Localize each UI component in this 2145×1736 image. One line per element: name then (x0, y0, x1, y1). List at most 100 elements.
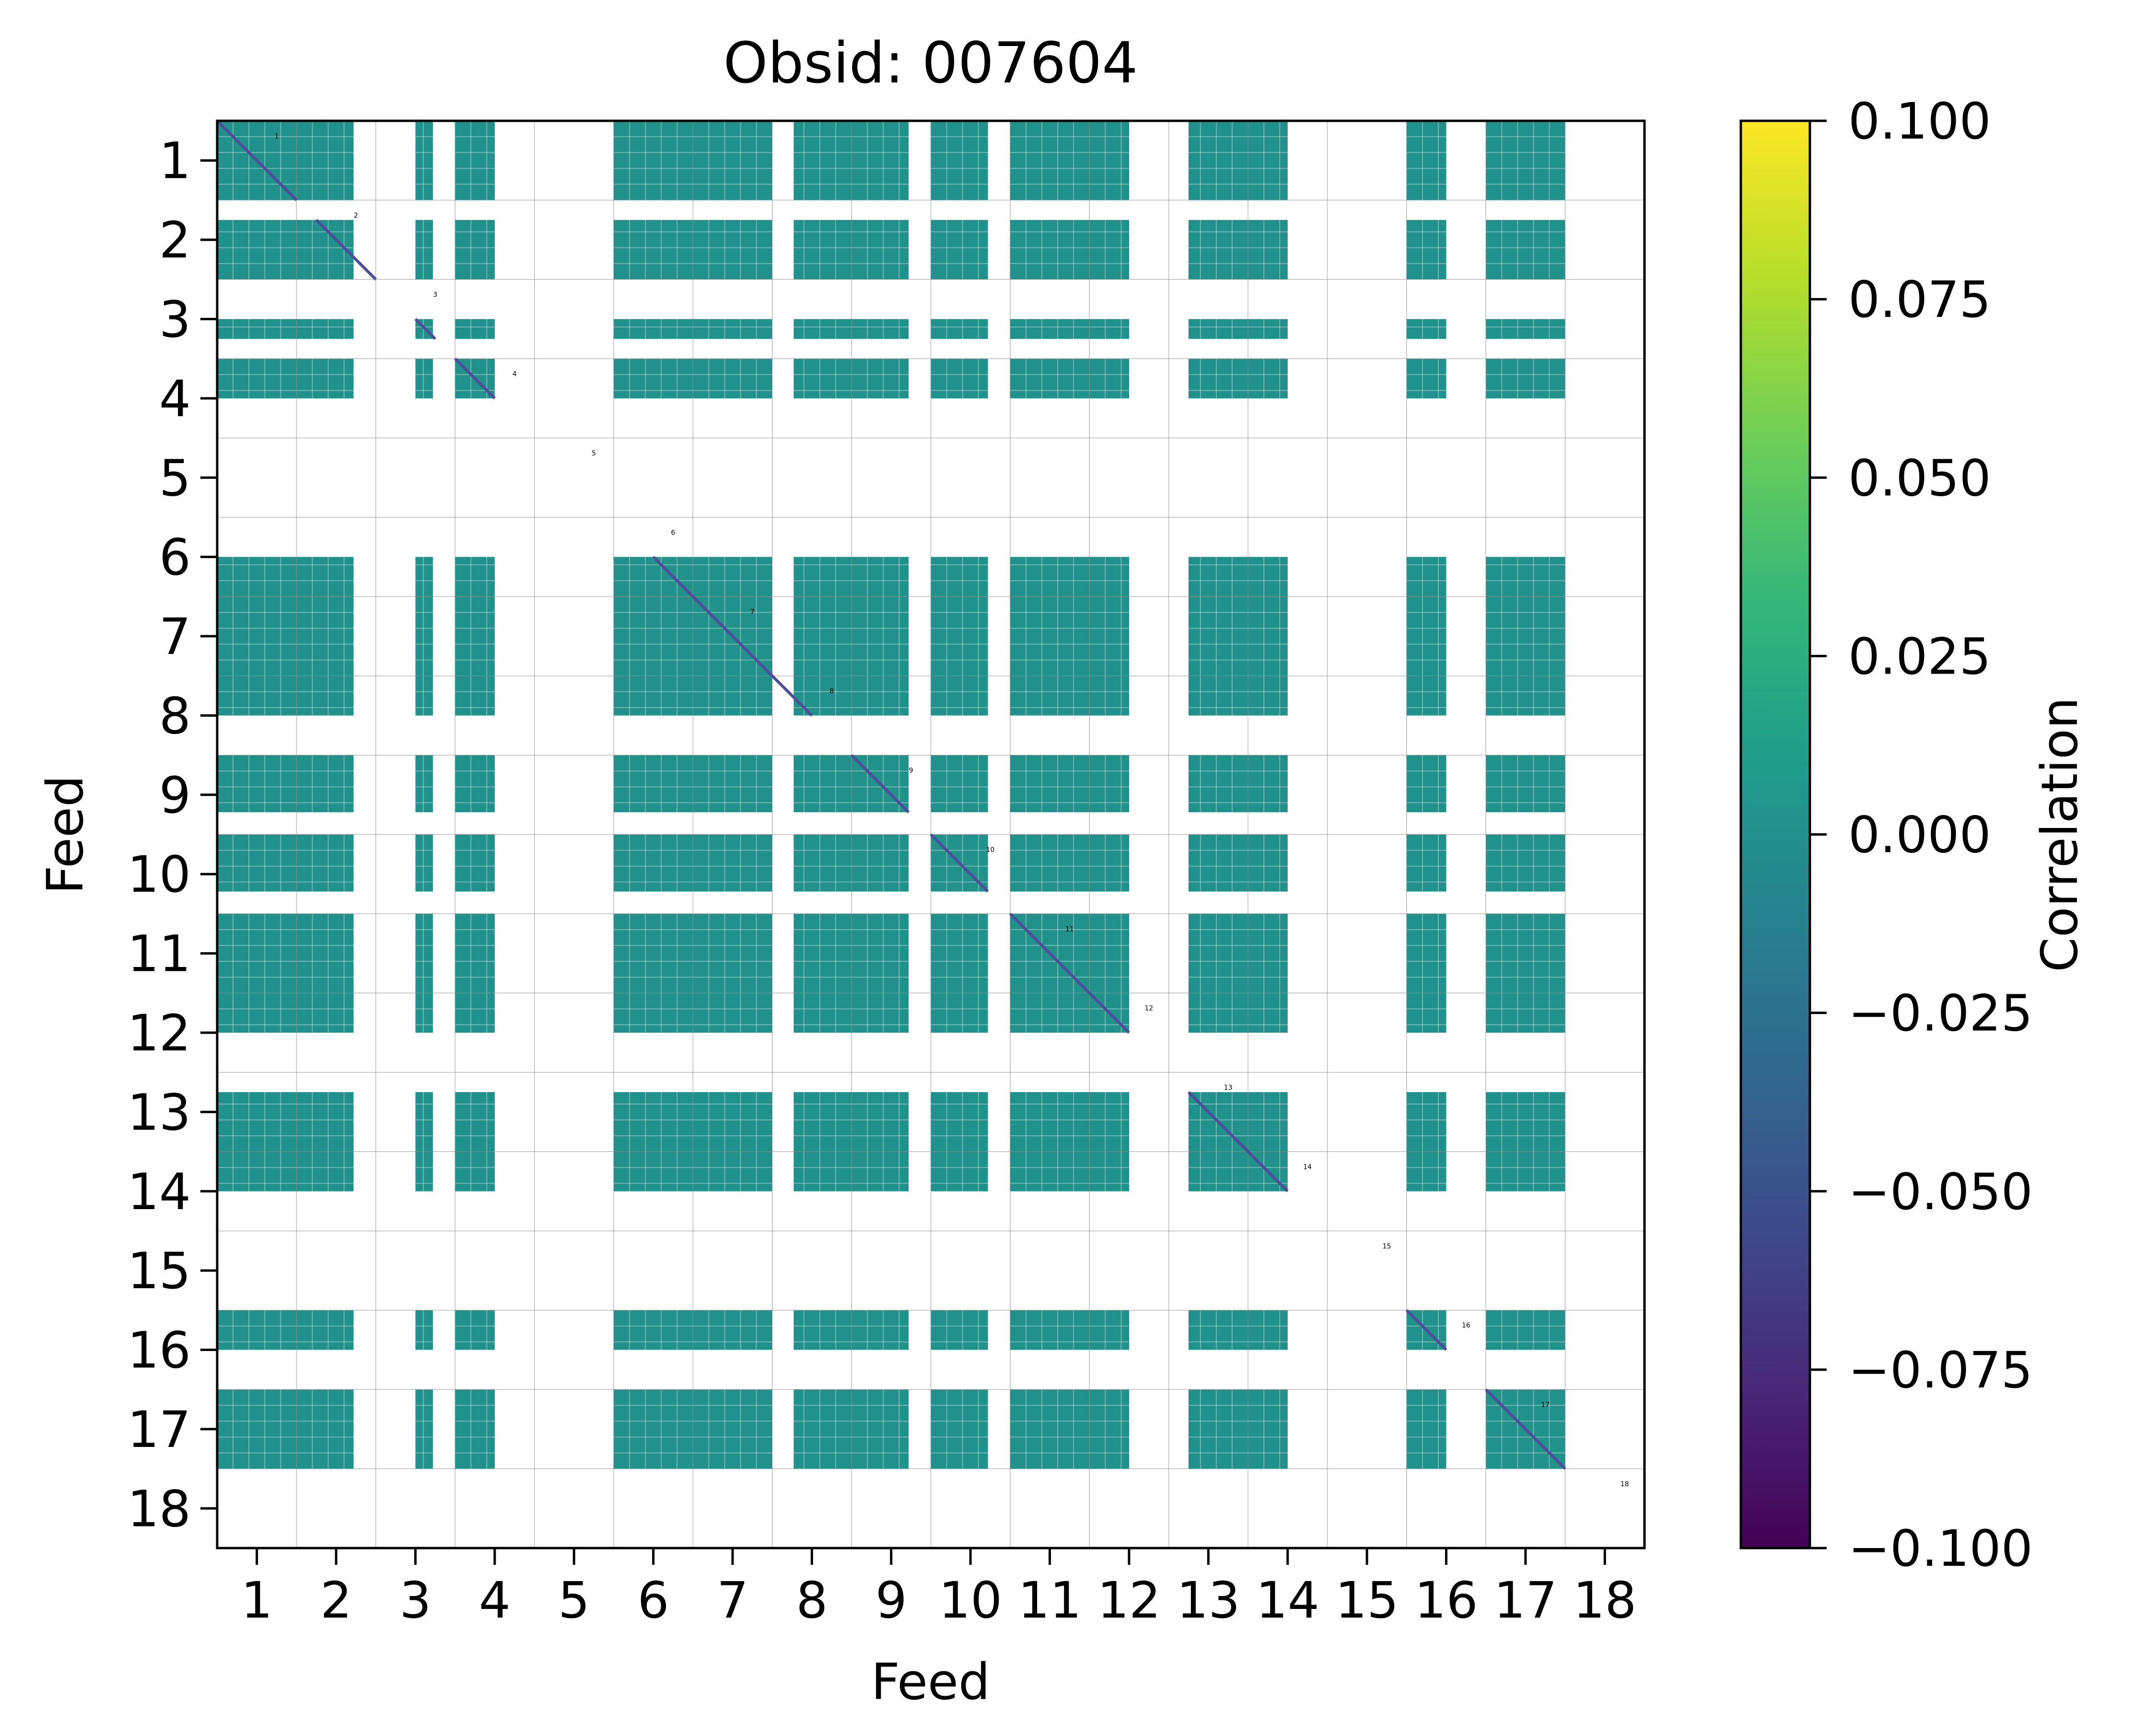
heatmap-cell (1406, 319, 1446, 339)
heatmap-cell (1406, 557, 1446, 597)
heatmap-cell (455, 220, 495, 280)
colorbar-tick-label: 0.075 (1848, 270, 1991, 329)
heatmap-cell (793, 557, 852, 597)
heatmap-cell (1248, 596, 1288, 676)
heatmap-cell (217, 1152, 297, 1191)
heatmap-cell (851, 1310, 909, 1350)
y-tick-label: 18 (128, 1480, 191, 1538)
heatmap-cell (931, 319, 988, 339)
heatmap-cell (455, 1092, 495, 1152)
heatmap-cell (1248, 557, 1288, 597)
heatmap-cell (1189, 1152, 1248, 1191)
heatmap-cell (1089, 1152, 1129, 1191)
heatmap-cell (217, 676, 297, 716)
heatmap-cell (217, 557, 297, 597)
heatmap-cell (793, 121, 852, 200)
heatmap-cell (851, 121, 909, 200)
heatmap-cell (613, 755, 693, 813)
heatmap-cell (613, 1152, 693, 1191)
heatmap-cell (851, 913, 909, 993)
heatmap-cell (1248, 1092, 1288, 1152)
heatmap-cell (455, 596, 495, 676)
y-tick-label: 11 (128, 925, 191, 983)
heatmap-cell (851, 1092, 909, 1152)
diagonal-line (315, 219, 377, 280)
heatmap-cell (455, 1310, 495, 1350)
x-tick-label: 2 (320, 1571, 352, 1630)
feed-block-label: 15 (1383, 1243, 1391, 1250)
y-tick-label: 13 (128, 1083, 191, 1142)
heatmap-cell (1406, 834, 1446, 892)
heatmap-cell (1486, 913, 1565, 993)
heatmap-cell (793, 596, 852, 676)
heatmap-cell (1248, 755, 1288, 813)
heatmap-cell (1189, 1389, 1248, 1469)
heatmap-cell (1010, 755, 1090, 813)
heatmap-cell (851, 1152, 909, 1191)
y-tick-label: 4 (159, 370, 191, 428)
diagonal-line (414, 318, 436, 340)
heatmap-cell (1248, 993, 1288, 1033)
colorbar-gradient (1739, 119, 1811, 1550)
heatmap-cell (793, 834, 852, 892)
diagonal-line (692, 595, 773, 677)
feed-block-label: 9 (909, 767, 913, 774)
heatmap-cell (415, 1152, 433, 1191)
feed-block-label: 16 (1462, 1322, 1470, 1329)
diagonal-line (1485, 1388, 1566, 1470)
colorbar-label: Correlation (2030, 697, 2089, 972)
heatmap-cell (217, 993, 297, 1033)
heatmap-cell (455, 834, 495, 892)
colorbar-tick-label: 0.050 (1848, 449, 1991, 507)
heatmap-cell (613, 596, 693, 676)
x-tick-label: 16 (1414, 1571, 1478, 1630)
heatmap-cell (415, 596, 433, 676)
heatmap-cell (931, 755, 988, 813)
heatmap-cell (415, 755, 433, 813)
heatmap-cell (793, 913, 852, 993)
heatmap-cell (1010, 319, 1090, 339)
heatmap-cell (296, 755, 354, 813)
diagonal-line (850, 754, 910, 814)
heatmap-cell (296, 913, 354, 993)
heatmap-cell (613, 913, 693, 993)
heatmap-cell (693, 913, 772, 993)
diagonal-line (930, 833, 989, 893)
heatmap-cell (931, 1310, 988, 1350)
heatmap-cell (296, 1310, 354, 1350)
y-tick-label: 3 (159, 290, 191, 349)
heatmap-cell (1189, 319, 1248, 339)
diagonal-line (1405, 1309, 1447, 1351)
heatmap-cell (296, 319, 354, 339)
x-tick-label: 14 (1256, 1571, 1319, 1630)
heatmap-cell (851, 359, 909, 398)
heatmap-cell (613, 834, 693, 892)
heatmap-cell (455, 1152, 495, 1191)
heatmap-cell (1248, 1389, 1288, 1469)
diagonal-line (652, 556, 694, 598)
heatmap-cell (793, 1389, 852, 1469)
heatmap-cells (217, 121, 1565, 1469)
heatmap-cell (613, 319, 693, 339)
heatmap-cell (793, 993, 852, 1033)
diagonal-blocks (216, 119, 1566, 1470)
heatmap-cell (931, 121, 988, 200)
y-tick-label: 1 (159, 132, 191, 190)
x-tick-label: 3 (399, 1571, 431, 1630)
heatmap-cell (1406, 1092, 1446, 1152)
heatmap-cell (296, 1092, 354, 1152)
heatmap-cell (1406, 755, 1446, 813)
x-tick-label: 11 (1018, 1571, 1081, 1630)
heatmap-cell (1010, 1092, 1090, 1152)
heatmap-cell (693, 1389, 772, 1469)
heatmap-cell (1406, 1152, 1446, 1191)
heatmap-cell (851, 834, 909, 892)
y-tick-label: 12 (128, 1004, 191, 1062)
heatmap-cell (931, 1092, 988, 1152)
heatmap-cell (1010, 1389, 1090, 1469)
x-tick-label: 15 (1335, 1571, 1399, 1630)
heatmap-cell (217, 834, 297, 892)
heatmap-cell (296, 993, 354, 1033)
heatmap-cell (415, 993, 433, 1033)
heatmap-cell (851, 596, 909, 676)
